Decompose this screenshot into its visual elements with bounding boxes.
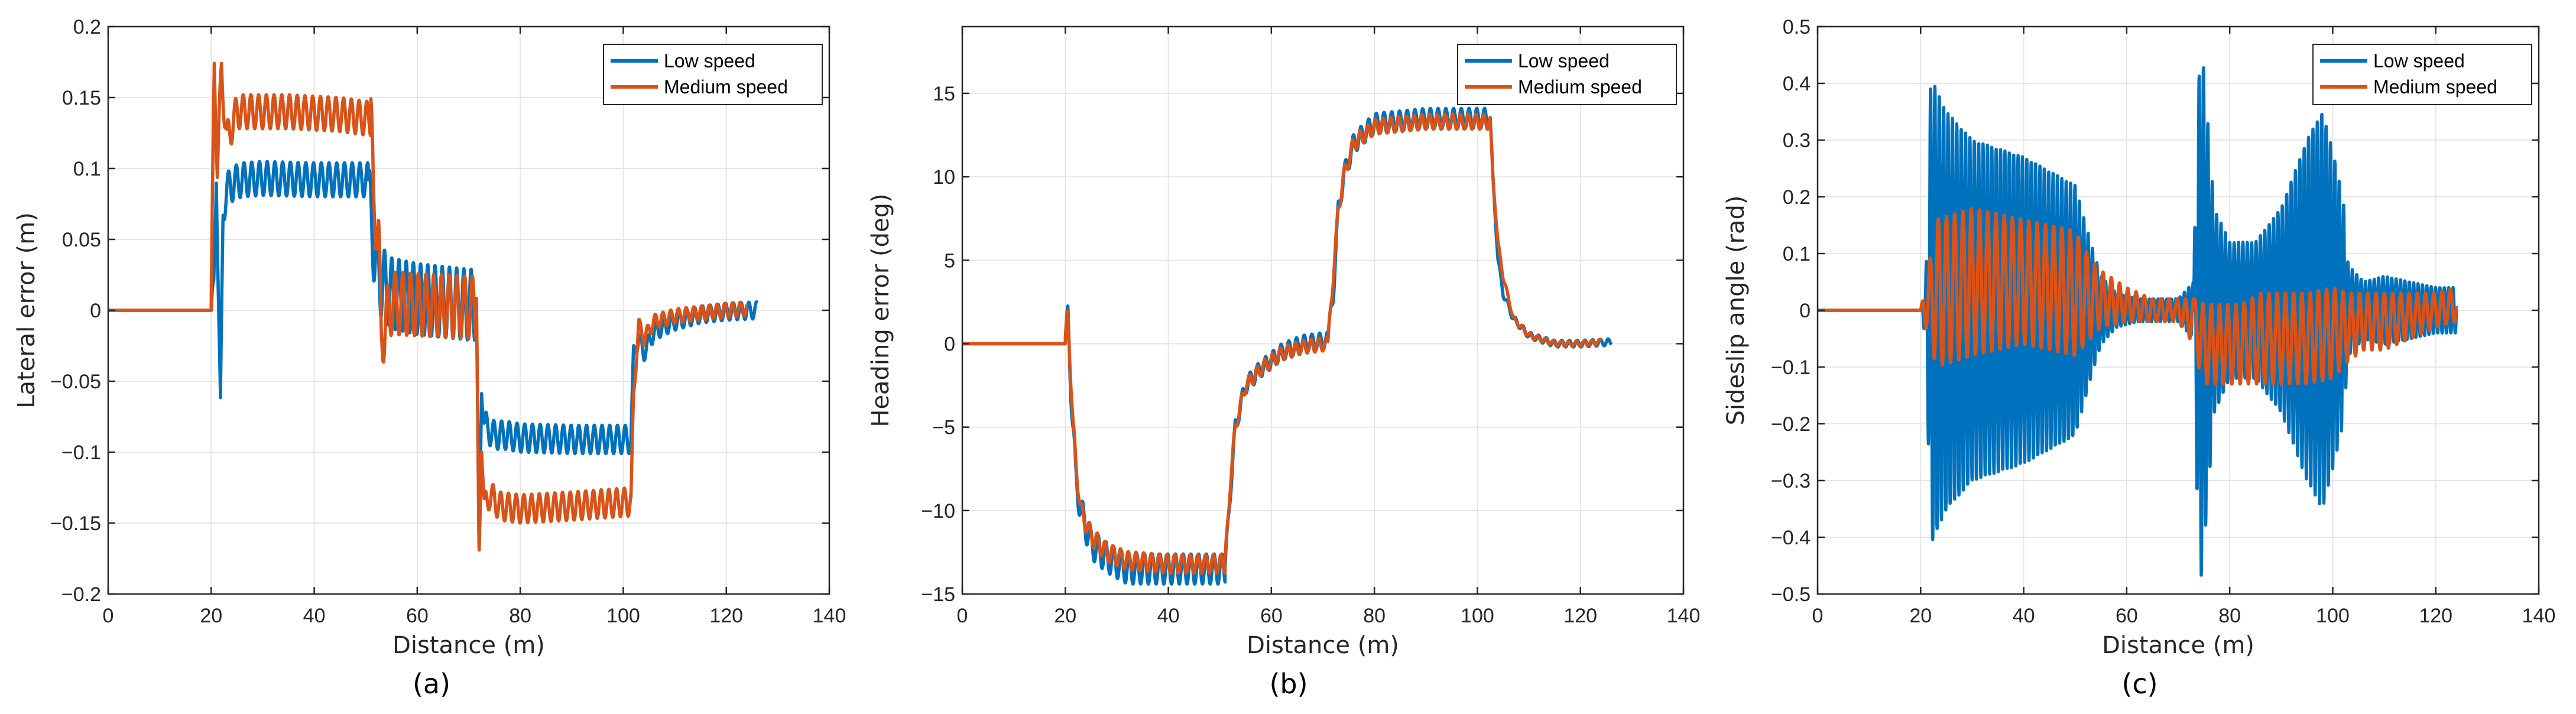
x-tick-label: 20 bbox=[1054, 605, 1076, 627]
y-tick-label: 5 bbox=[944, 249, 955, 272]
x-tick-label: 100 bbox=[2316, 605, 2350, 627]
y-tick-label: 0 bbox=[944, 333, 955, 355]
panel-tag-a: (a) bbox=[412, 668, 451, 700]
y-tick-label: −0.5 bbox=[1771, 583, 1811, 606]
y-tick-label: 0 bbox=[1799, 300, 1811, 322]
series-line-medium-speed bbox=[962, 112, 1602, 575]
x-tick-label: 40 bbox=[1157, 605, 1180, 627]
y-tick-label: 0 bbox=[90, 300, 101, 322]
y-tick-label: 0.3 bbox=[1783, 129, 1811, 152]
y-tick-label: −0.05 bbox=[50, 371, 101, 393]
y-tick-label: −0.2 bbox=[61, 583, 101, 606]
x-tick-label: 0 bbox=[1812, 605, 1824, 627]
legend-box bbox=[1457, 44, 1677, 105]
y-tick-label: −0.2 bbox=[1771, 413, 1811, 436]
x-tick-label: 140 bbox=[813, 605, 846, 627]
x-tick-label: 40 bbox=[303, 605, 326, 627]
legend-label: Medium speed bbox=[2373, 76, 2497, 98]
y-tick-label: 15 bbox=[933, 83, 955, 105]
x-tick-label: 40 bbox=[2013, 605, 2035, 627]
x-tick-label: 100 bbox=[606, 605, 640, 627]
x-axis-label: Distance (m) bbox=[2102, 632, 2254, 659]
y-tick-label: 0.4 bbox=[1783, 73, 1811, 95]
legend: Low speed Medium speed bbox=[1457, 44, 1677, 105]
y-tick-label: 0.2 bbox=[1783, 186, 1811, 209]
y-tick-label: −0.1 bbox=[61, 442, 101, 464]
y-tick-label: −5 bbox=[932, 417, 955, 439]
legend: Low speed Medium speed bbox=[603, 44, 823, 105]
legend-label: Medium speed bbox=[664, 76, 788, 98]
legend-label: Medium speed bbox=[1518, 76, 1642, 98]
panel-tag-b: (b) bbox=[1269, 668, 1308, 700]
x-tick-label: 140 bbox=[2522, 605, 2556, 627]
x-tick-label: 60 bbox=[2116, 605, 2138, 627]
legend-box bbox=[2312, 44, 2532, 105]
y-tick-label: 0.2 bbox=[73, 16, 101, 38]
y-tick-label: −15 bbox=[921, 583, 955, 606]
x-tick-label: 80 bbox=[1363, 605, 1386, 627]
y-tick-label: −0.1 bbox=[1771, 356, 1811, 379]
y-tick-label: 0.05 bbox=[62, 229, 101, 251]
legend-label: Low speed bbox=[1518, 50, 1610, 72]
x-tick-label: 120 bbox=[2419, 605, 2452, 627]
y-tick-label: 10 bbox=[933, 166, 955, 189]
y-axis-label: Sideslip angle (rad) bbox=[1722, 196, 1750, 426]
y-tick-label: 0.5 bbox=[1783, 16, 1811, 38]
x-axis-label: Distance (m) bbox=[1247, 632, 1399, 659]
axes-box bbox=[961, 25, 1685, 595]
x-tick-label: 120 bbox=[709, 605, 743, 627]
x-tick-label: 60 bbox=[406, 605, 429, 627]
x-tick-label: 100 bbox=[1461, 605, 1494, 627]
plot-area bbox=[962, 27, 1683, 594]
series-line-medium-speed bbox=[108, 61, 749, 552]
x-tick-label: 140 bbox=[1667, 605, 1701, 627]
legend-label: Low speed bbox=[2373, 50, 2465, 72]
x-tick-label: 0 bbox=[957, 605, 968, 627]
x-tick-label: 80 bbox=[2218, 605, 2241, 627]
y-axis-label: Lateral error (m) bbox=[13, 212, 40, 408]
x-tick-label: 0 bbox=[103, 605, 114, 627]
legend: Low speed Medium speed bbox=[2312, 44, 2532, 105]
y-tick-label: −0.3 bbox=[1771, 470, 1811, 492]
y-tick-label: 0.1 bbox=[73, 158, 101, 180]
x-tick-label: 80 bbox=[509, 605, 531, 627]
x-tick-label: 60 bbox=[1260, 605, 1283, 627]
x-tick-label: 120 bbox=[1563, 605, 1597, 627]
series-line-medium-speed bbox=[1818, 207, 2458, 386]
x-axis-label: Distance (m) bbox=[392, 632, 545, 659]
y-axis-label: Heading error (deg) bbox=[867, 193, 894, 427]
y-tick-label: −10 bbox=[921, 500, 955, 522]
y-tick-label: 0.15 bbox=[62, 87, 101, 109]
chart-a: 0 20 40 60 80 100 120 140 −0.2 −0.15 −0.1 −0.05 0 0.0… bbox=[13, 16, 846, 659]
legend-label: Low speed bbox=[664, 50, 755, 72]
y-tick-label: −0.15 bbox=[50, 512, 101, 535]
legend-box bbox=[603, 44, 823, 105]
chart-c: 0 20 40 60 80 100 120 140 −0.5 −0.4 −0.3 −0.2 −0.1 0 0… bbox=[1722, 16, 2555, 659]
y-tick-label: −0.4 bbox=[1771, 527, 1811, 549]
x-tick-label: 20 bbox=[1909, 605, 1932, 627]
panel-tag-c: (c) bbox=[2121, 668, 2158, 700]
y-tick-label: 0.1 bbox=[1783, 243, 1811, 265]
x-tick-label: 20 bbox=[200, 605, 222, 627]
chart-b: 0 20 40 60 80 100 120 140 −15 −10 −5 0 5 10 15 Distance… bbox=[867, 25, 1701, 659]
